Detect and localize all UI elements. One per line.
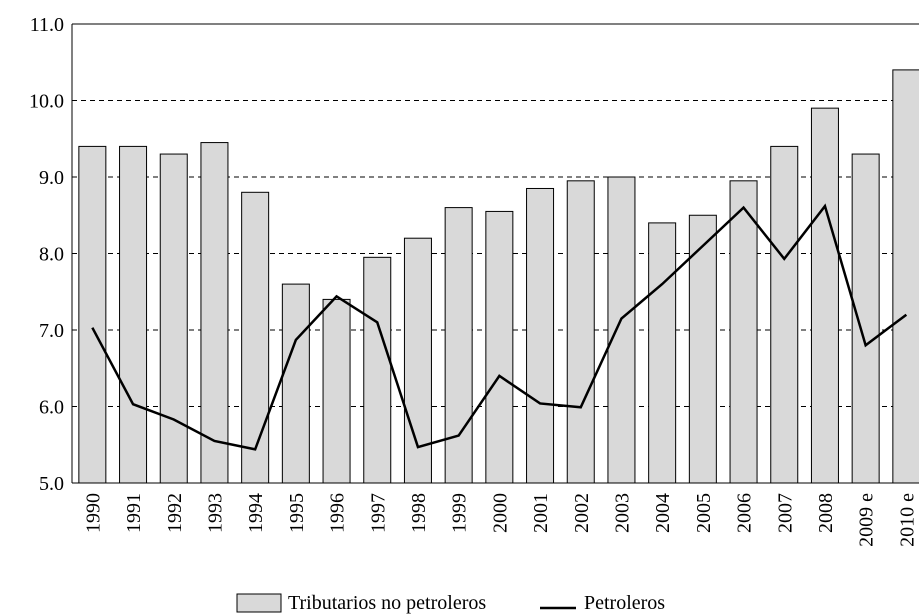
bar <box>119 145 148 484</box>
x-tick-label: 1995 <box>286 493 308 533</box>
legend-swatch <box>236 593 282 613</box>
x-tick-label: 2009 e <box>856 493 878 547</box>
x-tick-label: 1996 <box>327 493 349 533</box>
y-tick-label: 5.0 <box>39 473 64 495</box>
x-tick-label: 2004 <box>652 493 674 533</box>
x-tick-label: 1993 <box>204 493 226 533</box>
bar <box>648 222 677 484</box>
legend-label: Petroleros <box>584 592 665 614</box>
bar <box>363 256 392 484</box>
bar <box>688 214 717 484</box>
x-tick-label: 2000 <box>489 493 511 533</box>
bar <box>892 69 919 484</box>
bar <box>322 298 351 484</box>
bar <box>78 145 107 484</box>
y-tick-label: 10.0 <box>29 91 64 113</box>
x-tick-label: 2005 <box>693 493 715 533</box>
y-tick-label: 9.0 <box>39 167 64 189</box>
x-tick-label: 1999 <box>449 493 471 533</box>
line <box>91 203 908 451</box>
x-tick-label: 2007 <box>774 493 796 533</box>
x-tick-label: 1990 <box>82 493 104 533</box>
bar <box>281 283 310 484</box>
y-tick-label: 6.0 <box>39 397 64 419</box>
legend-label: Tributarios no petroleros <box>288 592 486 614</box>
bar <box>200 142 229 484</box>
bar <box>851 153 880 484</box>
x-tick-label: 2006 <box>734 493 756 533</box>
y-tick-label: 8.0 <box>39 244 64 266</box>
x-tick-label: 1991 <box>123 493 145 533</box>
bar <box>159 153 188 484</box>
x-tick-label: 2002 <box>571 493 593 533</box>
x-tick-label: 2001 <box>530 493 552 533</box>
x-tick-label: 1998 <box>408 493 430 533</box>
bar <box>241 191 270 484</box>
x-tick-label: 2008 <box>815 493 837 533</box>
bar <box>444 207 473 484</box>
bar <box>485 210 514 484</box>
x-tick-label: 1997 <box>367 493 389 533</box>
bar <box>526 187 555 484</box>
bar <box>607 176 636 484</box>
x-tick-label: 2003 <box>611 493 633 533</box>
y-tick-label: 11.0 <box>30 14 64 36</box>
y-tick-label: 7.0 <box>39 320 64 342</box>
bar <box>403 237 432 484</box>
x-tick-label: 1992 <box>164 493 186 533</box>
bar <box>729 180 758 484</box>
bar <box>566 180 595 484</box>
bar <box>810 107 839 484</box>
bar <box>770 145 799 484</box>
x-tick-label: 1994 <box>245 493 267 533</box>
x-tick-label: 2010 e <box>896 493 918 547</box>
